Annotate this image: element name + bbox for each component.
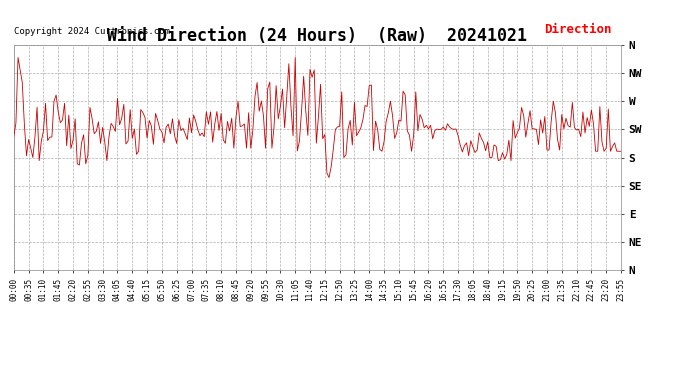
Text: Direction: Direction: [544, 23, 612, 36]
Text: Copyright 2024 Curtronics.com: Copyright 2024 Curtronics.com: [14, 27, 170, 36]
Title: Wind Direction (24 Hours)  (Raw)  20241021: Wind Direction (24 Hours) (Raw) 20241021: [108, 27, 527, 45]
